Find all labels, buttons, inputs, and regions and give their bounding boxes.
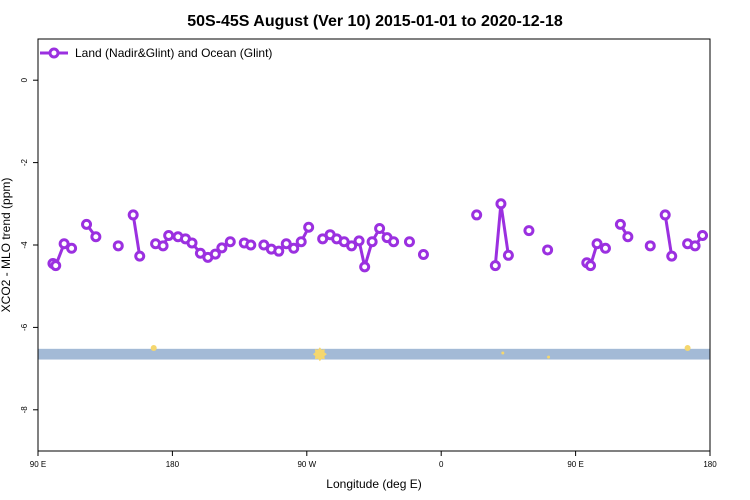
series-line [131, 214, 142, 257]
data-point [209, 248, 221, 260]
data-point [666, 250, 678, 262]
band-layer [38, 345, 710, 362]
band-marker [501, 351, 505, 355]
data-point [644, 240, 656, 252]
data-point [388, 236, 400, 248]
data-point [495, 198, 507, 210]
series-layer [47, 198, 709, 273]
x-tick-label: 180 [166, 460, 180, 469]
data-point [245, 239, 257, 251]
data-point [346, 240, 358, 252]
x-tick-label: 180 [703, 460, 717, 469]
y-tick-label: 0 [20, 77, 29, 82]
data-point [374, 223, 386, 235]
data-point [353, 235, 365, 247]
y-tick-label: -8 [20, 406, 29, 414]
y-tick-label: -2 [20, 158, 29, 166]
data-point [471, 209, 483, 221]
x-tick-label: 90 W [297, 460, 316, 469]
data-point [66, 242, 78, 254]
data-point [112, 240, 124, 252]
data-point [542, 244, 554, 256]
legend: Land (Nadir&Glint) and Ocean (Glint) [40, 46, 272, 60]
data-point [50, 260, 62, 272]
y-axis-label: XCO2 - MLO trend (ppm) [0, 178, 13, 313]
x-axis: 90 E 180 90 W 0 90 E 180 [30, 451, 717, 469]
data-point [295, 236, 307, 248]
data-point [280, 238, 292, 250]
data-point [288, 242, 300, 254]
data-point [659, 209, 671, 221]
data-point [273, 245, 285, 257]
data-point [502, 249, 514, 261]
data-point [366, 236, 378, 248]
series-line [663, 214, 674, 257]
data-point [697, 230, 709, 242]
band-marker [547, 355, 551, 359]
data-point [591, 238, 603, 250]
data-point [224, 236, 236, 248]
data-point [622, 231, 634, 243]
y-tick-label: -4 [20, 241, 29, 249]
data-point [599, 242, 611, 254]
data-point [186, 237, 198, 249]
x-axis-label: Longitude (deg E) [326, 477, 421, 491]
band-marker [150, 345, 157, 351]
band-marker [684, 345, 691, 351]
data-point [134, 250, 146, 262]
data-band [38, 348, 710, 360]
data-point [90, 231, 102, 243]
band-marker [312, 347, 327, 362]
data-point [585, 260, 597, 272]
data-point [58, 238, 70, 250]
data-point [157, 240, 169, 252]
data-point [359, 261, 371, 273]
data-point [216, 242, 228, 254]
data-point [81, 218, 93, 230]
x-tick-label: 0 [439, 460, 444, 469]
chart-title: 50S-45S August (Ver 10) 2015-01-01 to 20… [187, 13, 563, 30]
legend-label: Land (Nadir&Glint) and Ocean (Glint) [75, 46, 272, 60]
y-tick-label: -6 [20, 323, 29, 331]
data-point [614, 218, 626, 230]
data-point [127, 209, 139, 221]
y-axis: 0 -2 -4 -6 -8 [20, 77, 38, 413]
data-point [163, 230, 175, 242]
data-point [403, 236, 415, 248]
legend-marker [48, 47, 60, 59]
data-point [689, 240, 701, 252]
data-point [303, 221, 315, 233]
data-point [523, 225, 535, 237]
x-tick-label: 90 E [30, 460, 46, 469]
data-point [489, 260, 501, 272]
x-tick-label: 90 E [567, 460, 583, 469]
data-point [417, 248, 429, 260]
